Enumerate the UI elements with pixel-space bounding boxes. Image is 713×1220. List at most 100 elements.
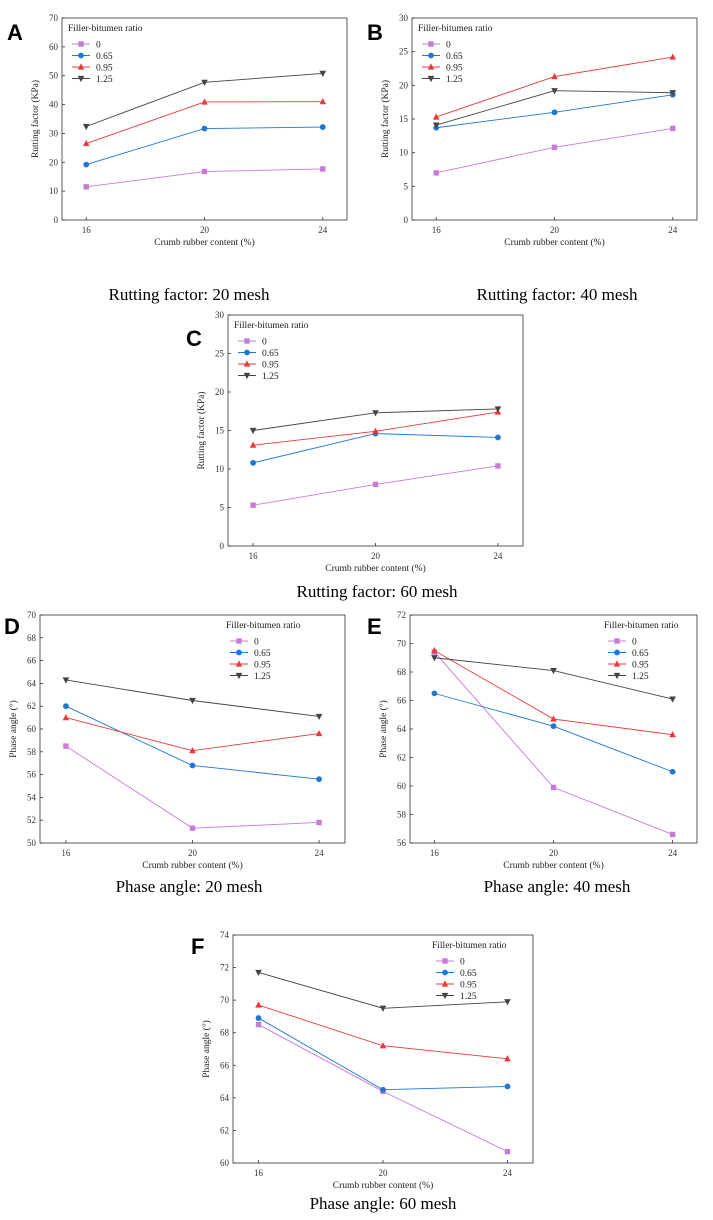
series-line-f-0-95 (258, 1004, 508, 1060)
legend-entry-d-0: 0 (254, 637, 259, 647)
data-point-c-0-65 (250, 459, 256, 466)
x-tick-label-f: 16 (254, 1168, 264, 1178)
legend-marker-d-1-25 (235, 672, 243, 680)
y-tick-label-f: 66 (220, 1060, 230, 1070)
data-point-a-0 (83, 184, 89, 190)
y-tick-label-b: 20 (399, 80, 409, 90)
data-point-e-0 (550, 784, 557, 791)
plot-frame-a (61, 17, 348, 221)
data-point-a-0-65 (319, 124, 326, 130)
data-point-a-0 (201, 168, 208, 175)
chart-panel-e: E 56 58 60 62 64 66 68 70 72 16 20 24 Crumb rubber co… (367, 610, 698, 896)
y-axis-label-a: Rutting factor (KPa) (30, 80, 41, 158)
y-tick-label-e: 68 (397, 667, 407, 677)
legend-entry-e-0-95: 0.95 (632, 660, 649, 670)
y-tick-label-e: 70 (397, 639, 407, 649)
legend-marker-c-0 (244, 338, 250, 344)
caption-b: Rutting factor: 40 mesh (476, 285, 638, 304)
y-tick-label-d: 60 (27, 724, 37, 734)
legend-entry-a-1-25: 1.25 (96, 75, 113, 85)
data-point-f-0-95 (379, 1042, 387, 1049)
x-tick-label-d: 24 (315, 848, 325, 858)
chart-panel-f: F 60 62 64 66 68 70 72 74 16 20 24 Crumb rubber cont… (191, 930, 534, 1213)
x-tick-label-a: 16 (82, 225, 92, 235)
legend-entry-a-0-95: 0.95 (96, 63, 113, 73)
x-axis-label-e: Crumb rubber content (%) (503, 860, 604, 871)
y-tick-label-b: 0 (404, 215, 409, 225)
data-point-d-0-65 (316, 776, 322, 783)
y-tick-label-c: 10 (215, 464, 225, 474)
plot-frame-b (411, 17, 698, 221)
y-axis-label-f: Phase angle (°) (201, 1020, 212, 1078)
y-tick-label-f: 62 (220, 1125, 229, 1135)
x-tick-label-c: 16 (249, 551, 259, 561)
legend-marker-c-1-25 (243, 372, 251, 380)
data-point-a-1-25 (82, 123, 90, 131)
legend-entry-c-1-25: 1.25 (262, 372, 279, 382)
caption-a: Rutting factor: 20 mesh (108, 285, 270, 304)
data-point-b-0 (551, 144, 558, 150)
legend-entry-e-1-25: 1.25 (632, 672, 649, 682)
panel-letter-c: C (186, 326, 202, 351)
series-line-a-0-65 (86, 126, 323, 166)
legend-title-b: Filler-bitumen ratio (418, 24, 493, 34)
series-line-b-1-25 (436, 90, 673, 126)
legend-marker-d-0 (236, 638, 242, 644)
legend-title-e: Filler-bitumen ratio (604, 621, 679, 631)
legend-marker-f-0 (442, 958, 448, 964)
data-point-b-0-95 (551, 72, 558, 80)
data-point-e-0-95 (550, 715, 557, 722)
y-tick-label-e: 60 (397, 781, 407, 791)
y-tick-label-e: 56 (397, 838, 407, 848)
data-point-f-0 (504, 1148, 511, 1155)
legend-c: Filler-bitumen ratio 0 0.650.95 1.25 (234, 321, 309, 382)
chart-panel-b: B 0 5 10 15 20 25 30 16 20 24 Crumb rubber content … (367, 13, 698, 304)
data-point-f-0-95 (504, 1055, 511, 1062)
y-tick-label-e: 72 (397, 610, 406, 620)
legend-f: Filler-bitumen ratio 0 0.650.95 1.25 (432, 941, 507, 1002)
panel-letter-f: F (191, 934, 204, 959)
data-point-b-1-25 (551, 88, 558, 95)
legend-entry-d-0-65: 0.65 (254, 649, 271, 659)
caption-c: Rutting factor: 60 mesh (296, 582, 458, 601)
data-point-b-0 (670, 125, 676, 132)
legend-marker-c-0-65 (244, 349, 250, 356)
legend-entry-b-0-65: 0.65 (446, 52, 463, 62)
panel-letter-a: A (7, 20, 23, 45)
panel-letter-b: B (367, 20, 383, 45)
y-tick-label-e: 64 (397, 724, 407, 734)
caption-d: Phase angle: 20 mesh (116, 877, 263, 896)
legend-marker-f-0-95 (441, 980, 449, 987)
legend-marker-e-0-65 (614, 649, 620, 656)
legend-entry-a-0-65: 0.65 (96, 52, 113, 62)
data-point-b-0-95 (669, 53, 677, 60)
legend-marker-e-1-25 (613, 672, 621, 680)
y-tick-label-f: 72 (220, 963, 229, 973)
y-axis-label-e: Phase angle (°) (378, 700, 389, 758)
data-point-c-0 (372, 481, 379, 488)
y-tick-label-d: 56 (27, 770, 37, 780)
legend-marker-f-0-65 (442, 969, 448, 976)
legend-entry-f-1-25: 1.25 (460, 992, 477, 1002)
data-point-d-1-25 (62, 677, 70, 684)
y-tick-label-c: 5 (220, 503, 225, 513)
series-line-c-0-65 (252, 433, 498, 464)
x-axis-label-b: Crumb rubber content (%) (504, 237, 605, 248)
x-tick-label-a: 20 (200, 225, 210, 235)
legend-b: Filler-bitumen ratio 0 0.650.95 1.25 (418, 24, 493, 85)
y-axis-label-c: Rutting factor (KPa) (196, 391, 207, 469)
data-point-c-0 (250, 502, 256, 508)
legend-entry-c-0-95: 0.95 (262, 360, 279, 370)
chart-panel-d: D 50 52 54 56 58 60 62 64 66 68 70 16 20 24 Crumb rubbe… (4, 610, 346, 896)
data-point-c-0-65 (495, 434, 501, 441)
x-tick-label-c: 20 (371, 551, 381, 561)
data-point-d-0-95 (315, 729, 323, 737)
legend-marker-d-0-95 (235, 660, 243, 667)
y-tick-label-e: 66 (397, 696, 407, 706)
legend-d: Filler-bitumen ratio 0 0.650.95 1.25 (226, 621, 301, 682)
legend-marker-c-0-95 (243, 360, 251, 367)
data-point-a-1-25 (201, 79, 208, 86)
data-point-a-0-95 (319, 98, 327, 105)
y-tick-label-a: 70 (49, 13, 59, 23)
y-tick-label-a: 10 (49, 186, 59, 196)
